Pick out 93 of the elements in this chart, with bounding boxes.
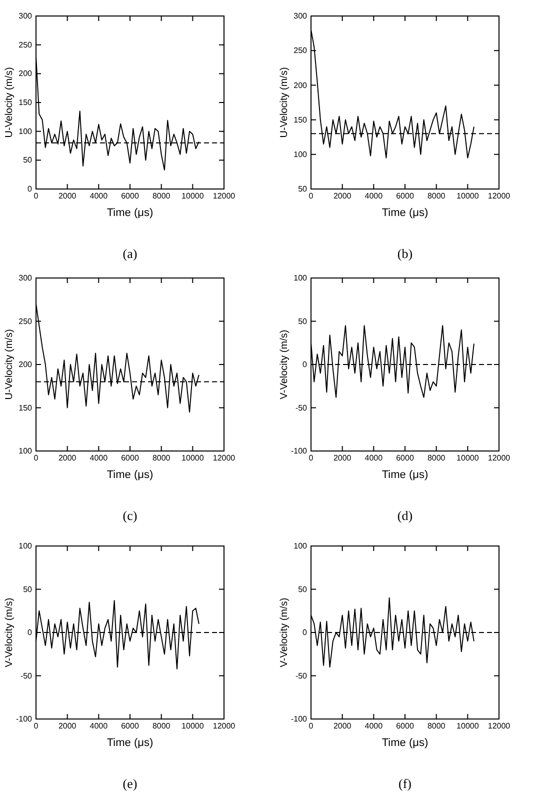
y-tick-label: 0 [28, 184, 33, 194]
x-tick-label: 2000 [58, 454, 77, 463]
y-tick-label: 200 [18, 69, 33, 78]
x-tick-label: 12000 [212, 192, 236, 201]
y-axis-title: U-Velocity (m/s) [279, 67, 290, 138]
x-tick-label: 0 [308, 192, 314, 201]
x-tick-label: 8000 [152, 192, 171, 201]
y-tick-label: -100 [290, 446, 308, 456]
y-tick-label: 200 [294, 80, 308, 90]
y-tick-label: 0 [28, 628, 33, 638]
x-tick-label: 8000 [152, 722, 171, 731]
x-tick-label: 0 [308, 454, 314, 463]
y-tick-label: 50 [23, 156, 33, 165]
y-tick-label: 50 [298, 184, 308, 194]
y-tick-label: 300 [18, 274, 33, 283]
x-tick-label: 8000 [152, 454, 171, 463]
x-tick-label: 4000 [364, 454, 384, 463]
y-tick-label: 250 [294, 46, 308, 56]
x-axis-title: Time (μs) [382, 737, 428, 749]
x-tick-label: 2000 [333, 722, 352, 731]
x-tick-label: 10000 [456, 192, 480, 201]
x-axis-title: Time (μs) [106, 469, 154, 481]
y-tick-label: 250 [18, 316, 33, 326]
x-tick-label: 0 [34, 454, 39, 463]
x-tick-label: 6000 [121, 454, 140, 463]
y-tick-label: 50 [23, 584, 33, 594]
y-tick-label: 100 [294, 150, 308, 159]
y-tick-label: 50 [298, 584, 308, 594]
x-axis-title: Time (μs) [106, 207, 154, 219]
x-tick-label: 10000 [456, 722, 480, 731]
y-tick-label: 100 [18, 126, 33, 136]
text: (d) [397, 508, 413, 523]
y-axis-title: U-Velocity (m/s) [4, 329, 15, 400]
x-tick-label: 10000 [182, 454, 204, 463]
x-tick-label: 2000 [333, 192, 352, 201]
y-tick-label: 100 [18, 446, 33, 456]
y-axis-title: V-Velocity (m/s) [279, 598, 290, 668]
x-tick-label: 10000 [182, 722, 204, 731]
x-axis-title: Time (μs) [382, 207, 428, 219]
x-tick-label: 4000 [90, 192, 108, 201]
x-tick-label: 2000 [58, 192, 77, 201]
x-tick-label: 10000 [182, 192, 204, 201]
y-axis-title: U-Velocity (m/s) [4, 67, 15, 138]
y-tick-label: 150 [294, 115, 308, 124]
x-tick-label: 8000 [427, 722, 446, 731]
y-tick-label: 0 [302, 628, 308, 638]
x-tick-label: 8000 [427, 192, 446, 201]
x-tick-label: 6000 [396, 722, 414, 731]
y-tick-label: 300 [18, 12, 33, 21]
x-tick-label: 6000 [396, 192, 414, 201]
x-tick-label: 4000 [364, 192, 384, 201]
x-tick-label: 8000 [427, 454, 446, 463]
y-tick-label: -50 [295, 403, 308, 412]
x-tick-label: 2000 [58, 722, 77, 731]
x-tick-label: 10000 [456, 454, 480, 463]
y-tick-label: 300 [294, 12, 308, 21]
x-axis-title: Time (μs) [382, 469, 428, 481]
x-tick-label: 4000 [90, 722, 108, 731]
y-tick-label: 100 [18, 542, 33, 551]
y-axis-title: V-Velocity (m/s) [4, 598, 15, 668]
y-tick-label: 150 [18, 403, 33, 412]
y-tick-label: 200 [18, 360, 33, 370]
y-tick-label: -50 [295, 671, 308, 680]
x-tick-label: 0 [34, 722, 39, 731]
text: (f) [398, 776, 412, 791]
x-tick-label: 12000 [212, 722, 236, 731]
y-tick-label: 100 [294, 542, 308, 551]
x-tick-label: 12000 [488, 192, 511, 201]
x-tick-label: 6000 [121, 722, 140, 731]
x-tick-label: 4000 [364, 722, 384, 731]
x-axis-title: Time (μs) [106, 737, 154, 749]
y-tick-label: 0 [302, 360, 308, 370]
x-tick-label: 6000 [396, 454, 414, 463]
x-tick-label: 2000 [333, 454, 352, 463]
text: (b) [397, 246, 413, 261]
x-tick-label: 0 [308, 722, 314, 731]
y-tick-label: 100 [294, 274, 308, 283]
y-tick-label: -100 [290, 714, 308, 724]
text: (a) [122, 246, 138, 261]
y-tick-label: -100 [16, 714, 33, 724]
y-tick-label: 150 [18, 98, 33, 108]
y-tick-label: 250 [18, 40, 33, 50]
x-tick-label: 0 [34, 192, 39, 201]
text: (e) [122, 776, 138, 791]
y-tick-label: 50 [298, 316, 308, 326]
y-axis-title: V-Velocity (m/s) [279, 330, 290, 400]
y-tick-label: -50 [20, 671, 33, 680]
text: (c) [122, 508, 138, 523]
x-tick-label: 12000 [488, 722, 511, 731]
x-tick-label: 4000 [90, 454, 108, 463]
x-tick-label: 12000 [488, 454, 511, 463]
x-tick-label: 6000 [121, 192, 140, 201]
x-tick-label: 12000 [212, 454, 236, 463]
